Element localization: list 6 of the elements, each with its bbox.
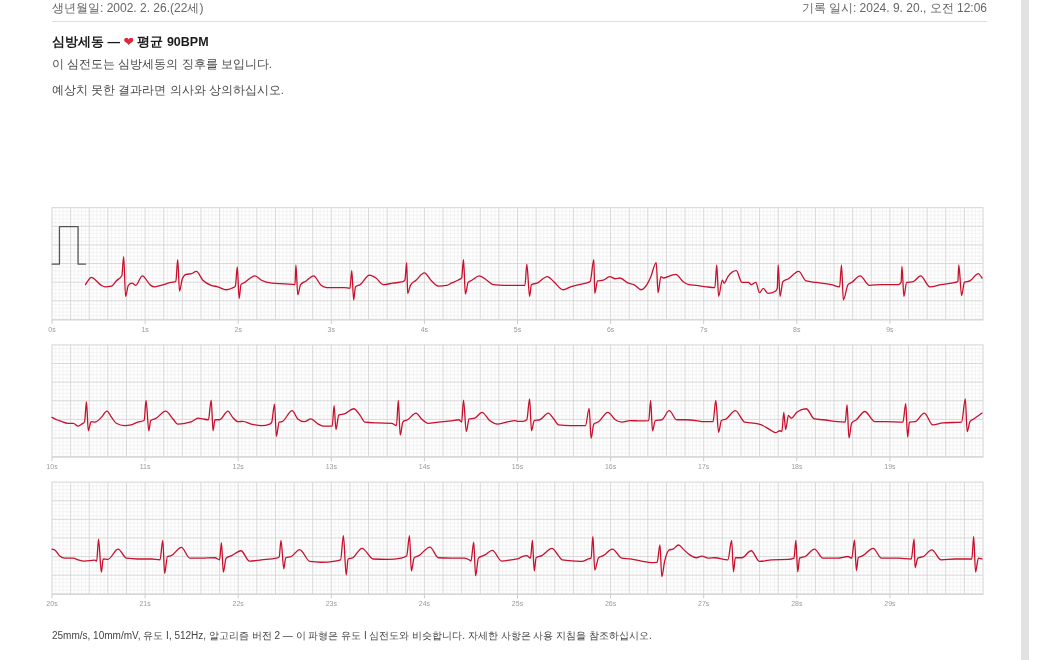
subtitle: 이 심전도는 심방세동의 징후를 보입니다. [52,57,272,70]
title: 심방세동 — ❤ 평균 90BPM [52,35,209,49]
annotation: 기록 일시: 2024. 9. 20., 오전 12:06 [801,1,987,15]
annotation: 예상치 못한 결과라면 의사와 상의하십시오. [52,84,284,96]
annotation: 생년월일: 2002. 2. 26.(22세) [52,1,204,15]
annotation: 25mm/s, 10mm/mV, 유도 I, 512Hz, 알고리즘 버전 2 — 이 파형은 유도 I 심전도와 비슷합니다. 자세한 사항은 사용 지침을 참조하십시오. [52,630,652,641]
